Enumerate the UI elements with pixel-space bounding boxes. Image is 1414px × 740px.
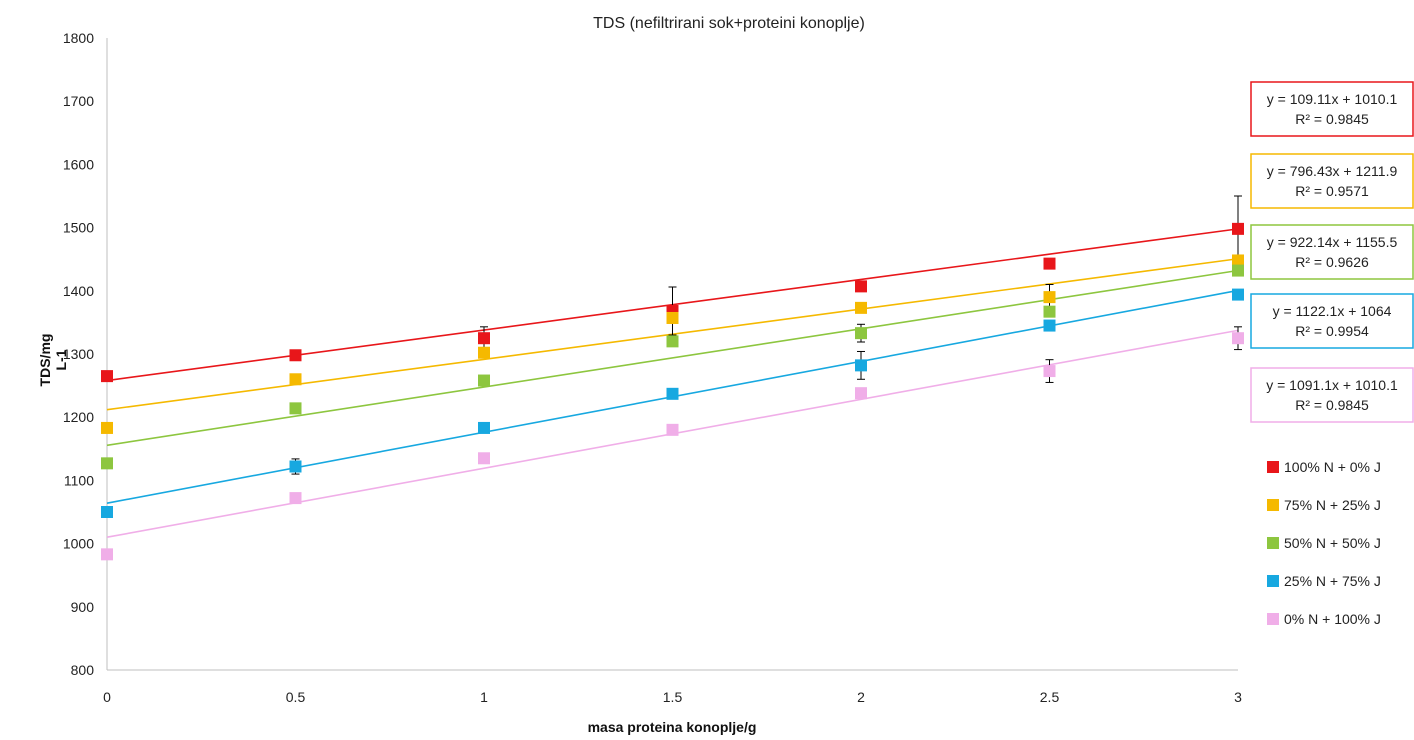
trendlines <box>106 228 1239 539</box>
legend-swatch-series-2 <box>1267 499 1279 511</box>
data-point-series-1 <box>101 370 113 383</box>
data-point-series-3 <box>478 374 490 387</box>
data-point-series-2 <box>666 311 679 324</box>
y-tick-label: 1700 <box>63 93 94 109</box>
y-tick-label: 800 <box>71 662 95 678</box>
x-axis-label: masa proteina konoplje/g <box>588 719 757 735</box>
y-tick-label: 1800 <box>63 30 94 46</box>
data-point-series-4 <box>855 359 867 372</box>
y-ticks: 800 900 1000 1100 1200 1300 1400 1500 1600 1700 18… <box>63 30 94 678</box>
x-ticks: 0 0.5 1 1.5 2 2.5 3 <box>103 689 1242 705</box>
equation-box-series-1 <box>1250 81 1414 137</box>
y-axis-label-line-1: TDS/mg <box>37 334 53 387</box>
legend-label: 0% N + 100% J <box>1284 611 1381 627</box>
legend-label: 75% N + 25% J <box>1284 497 1381 513</box>
data-point-series-1 <box>478 332 490 345</box>
y-tick-label: 1500 <box>63 220 94 236</box>
r-squared-value: R² = 0.9845 <box>1295 397 1369 413</box>
trendline-equation: y = 109.11x + 1010.1 <box>1267 91 1398 107</box>
x-tick-label: 2.5 <box>1040 689 1060 705</box>
data-point-series-5 <box>101 548 113 561</box>
x-tick-label: 2 <box>857 689 865 705</box>
data-point-series-2 <box>478 346 490 359</box>
data-point-series-2 <box>1043 291 1056 304</box>
data-point-series-1 <box>289 349 302 362</box>
y-tick-label: 1200 <box>63 409 94 425</box>
trendline-equation: y = 1122.1x + 1064 <box>1273 303 1392 319</box>
data-point-series-3 <box>666 335 679 348</box>
data-point-series-2 <box>289 373 302 386</box>
y-tick-label: 1600 <box>63 156 94 172</box>
y-tick-label: 1100 <box>64 472 94 488</box>
legend-label: 25% N + 75% J <box>1284 573 1381 589</box>
y-tick-label: 1400 <box>63 283 94 299</box>
equation-box-series-5 <box>1250 367 1414 423</box>
data-point-series-4 <box>478 421 490 434</box>
x-tick-label: 1 <box>480 689 488 705</box>
r-squared-value: R² = 0.9626 <box>1295 254 1369 270</box>
legend-swatch-series-1 <box>1267 461 1279 473</box>
data-point-series-2 <box>101 421 113 434</box>
trendline-equation: y = 922.14x + 1155.5 <box>1267 234 1398 250</box>
data-point-series-5 <box>289 492 302 505</box>
error-bars <box>291 195 1242 475</box>
data-point-series-3 <box>289 402 302 415</box>
chart-title: TDS (nefiltrirani sok+proteini konoplje) <box>593 15 865 32</box>
data-point-series-5 <box>1232 332 1244 345</box>
y-axis-label-line-2: L-1 <box>53 349 69 370</box>
data-point-series-3 <box>101 457 113 470</box>
data-point-series-5 <box>478 452 490 465</box>
data-point-series-5 <box>666 423 679 436</box>
data-point-series-4 <box>289 460 302 473</box>
data-points <box>101 222 1244 561</box>
data-point-series-4 <box>1043 319 1056 332</box>
data-point-series-5 <box>1043 365 1056 378</box>
data-point-series-2 <box>855 301 867 314</box>
r-squared-value: R² = 0.9571 <box>1295 183 1369 199</box>
legend: 100% N + 0% J 75% N + 25% J 50% N + 50% J 2… <box>1267 459 1381 627</box>
equation-box-series-4 <box>1250 293 1414 349</box>
r-squared-value: R² = 0.9845 <box>1295 111 1369 127</box>
data-point-series-4 <box>101 506 113 518</box>
data-point-series-2 <box>1232 254 1244 267</box>
legend-label: 50% N + 50% J <box>1284 535 1381 551</box>
y-tick-label: 900 <box>71 599 95 615</box>
x-tick-label: 1.5 <box>663 689 683 705</box>
trendline-equation: y = 796.43x + 1211.9 <box>1267 163 1398 179</box>
x-tick-label: 0.5 <box>286 689 306 705</box>
data-point-series-4 <box>1232 288 1244 301</box>
data-point-series-1 <box>1043 257 1056 270</box>
trendline-equations: y = 109.11x + 1010.1 R² = 0.9845 y = 796.4… <box>1250 81 1414 423</box>
y-tick-label: 1000 <box>63 536 94 552</box>
r-squared-value: R² = 0.9954 <box>1295 323 1369 339</box>
data-point-series-1 <box>855 280 867 293</box>
legend-swatch-series-4 <box>1267 575 1279 587</box>
x-tick-label: 3 <box>1234 689 1242 705</box>
legend-swatch-series-5 <box>1267 613 1279 625</box>
legend-label: 100% N + 0% J <box>1284 459 1381 475</box>
data-point-series-5 <box>855 387 867 400</box>
equation-box-series-2 <box>1250 153 1414 209</box>
data-point-series-3 <box>855 327 867 340</box>
x-tick-label: 0 <box>103 689 111 705</box>
equation-box-series-3 <box>1250 224 1414 280</box>
trendline-equation: y = 1091.1x + 1010.1 <box>1266 377 1398 393</box>
data-point-series-3 <box>1043 305 1056 318</box>
data-point-series-1 <box>1232 222 1244 235</box>
data-point-series-3 <box>1232 264 1244 277</box>
y-tick-label: 1300 <box>63 346 94 362</box>
data-point-series-4 <box>666 387 679 400</box>
y-axis-label: TDS/mg L-1 <box>37 334 69 387</box>
legend-swatch-series-3 <box>1267 537 1279 549</box>
